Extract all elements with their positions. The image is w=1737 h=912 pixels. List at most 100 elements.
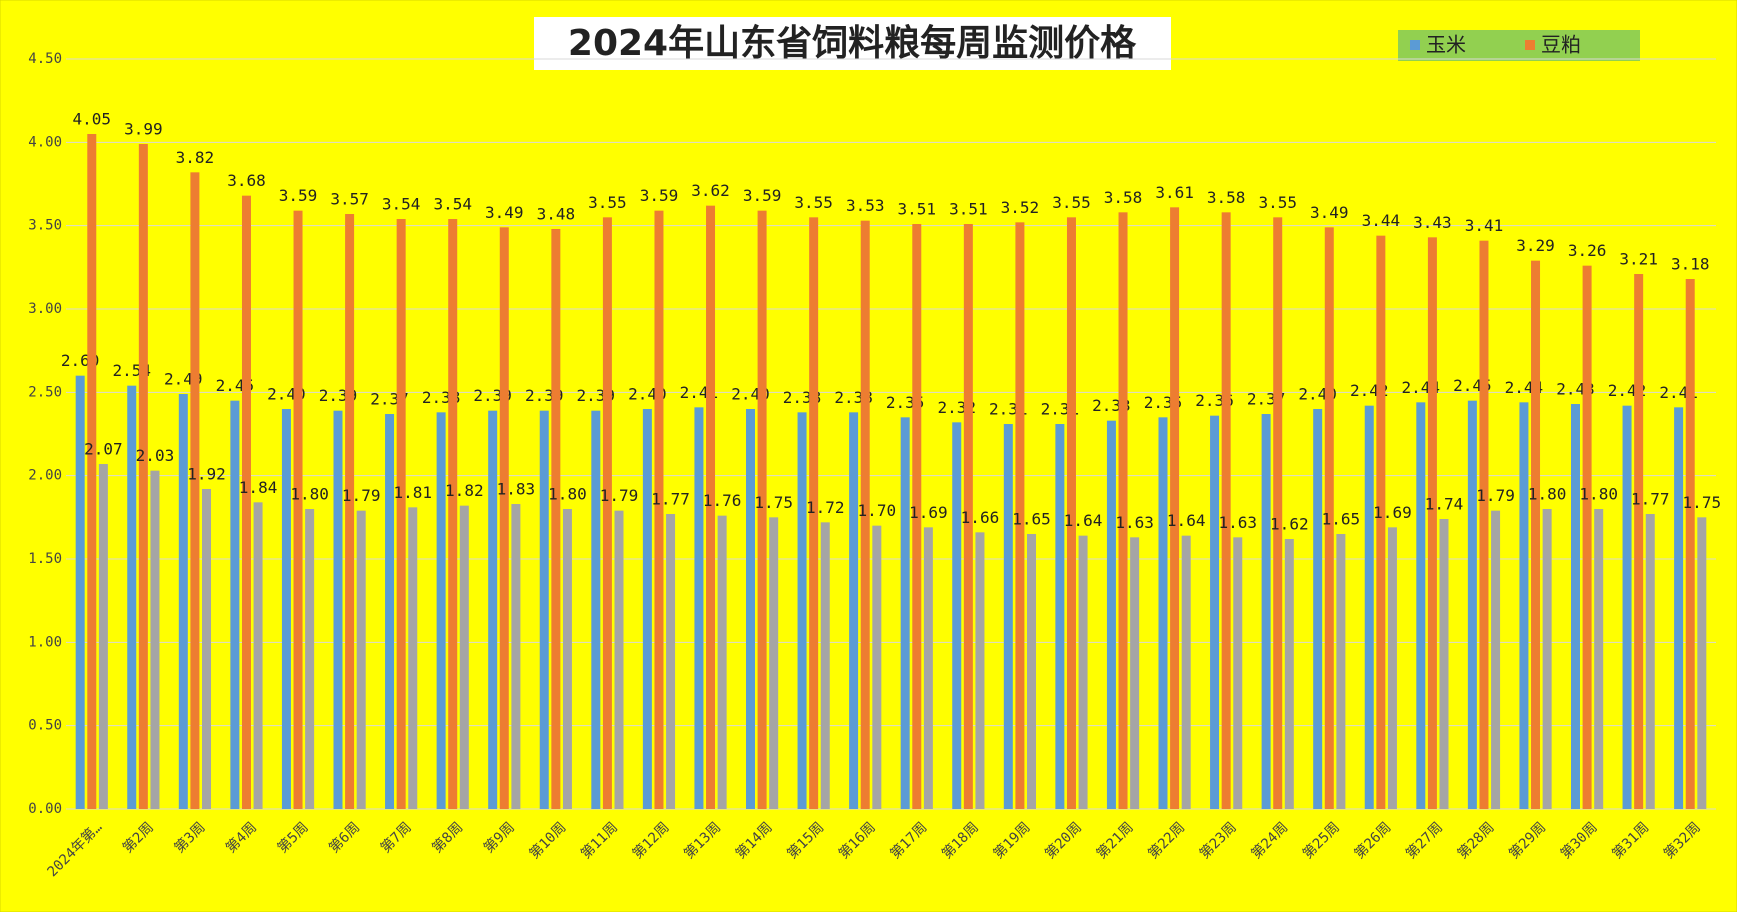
bar: [809, 217, 819, 810]
data-label: 1.64: [1167, 511, 1206, 530]
bar: [230, 400, 240, 809]
data-label: 3.43: [1413, 213, 1452, 232]
y-tick-label: 4.00: [28, 134, 62, 150]
data-label: 1.82: [445, 481, 484, 500]
data-label: 2.07: [84, 440, 123, 459]
bar: [539, 410, 549, 809]
data-label: 1.77: [1631, 490, 1670, 509]
data-label: 1.79: [1476, 486, 1515, 505]
bar: [1284, 539, 1294, 809]
bar: [1130, 537, 1140, 809]
bar: [1531, 260, 1541, 810]
bar: [356, 510, 366, 809]
bar: [1015, 222, 1025, 810]
bar: [1003, 424, 1013, 809]
data-label: 3.41: [1465, 216, 1504, 235]
bar: [1313, 409, 1323, 809]
legend-swatch: [1410, 40, 1420, 50]
bar: [459, 505, 469, 809]
bar: [1027, 534, 1037, 809]
bar: [642, 409, 652, 809]
y-tick-label: 0.50: [28, 718, 62, 734]
bar: [1078, 535, 1088, 809]
data-label: 1.63: [1115, 513, 1154, 532]
data-label: 1.81: [393, 483, 432, 502]
data-label: 1.77: [651, 490, 690, 509]
bar: [281, 409, 291, 809]
legend-label: 豆粕: [1541, 33, 1581, 57]
bar: [1261, 414, 1271, 809]
bar: [436, 412, 446, 809]
data-label: 1.79: [600, 486, 639, 505]
bar: [1233, 537, 1243, 809]
data-label: 1.62: [1270, 515, 1309, 534]
data-label: 2.03: [136, 446, 175, 465]
data-label: 3.55: [1052, 193, 1091, 212]
title-box: [534, 17, 1171, 70]
data-label: 1.80: [1579, 485, 1618, 504]
bar: [396, 219, 406, 809]
data-label: 3.55: [1258, 193, 1297, 212]
bar: [1542, 509, 1552, 809]
bar: [1697, 517, 1707, 809]
bar: [253, 502, 263, 809]
y-tick-label: 1.50: [28, 551, 62, 567]
bar: [1685, 279, 1695, 809]
y-tick-label: 4.50: [28, 51, 62, 67]
bar: [1055, 424, 1065, 809]
bar: [1491, 510, 1501, 809]
data-label: 3.54: [382, 195, 421, 214]
data-label: 3.61: [1155, 183, 1194, 202]
bar: [1416, 402, 1426, 809]
data-label: 1.64: [1064, 511, 1103, 530]
bar: [499, 227, 509, 810]
bar: [190, 172, 200, 810]
data-label: 3.68: [227, 171, 266, 190]
bar: [1181, 535, 1191, 809]
bar: [202, 489, 212, 809]
bar: [87, 134, 97, 809]
bar: [1439, 519, 1449, 809]
bar: [511, 504, 521, 809]
data-label: 4.05: [73, 110, 112, 129]
bar: [1570, 404, 1580, 809]
bar: [1387, 527, 1397, 809]
data-label: 1.63: [1218, 513, 1257, 532]
data-label: 3.21: [1619, 250, 1658, 269]
bar: [797, 412, 807, 809]
bar: [1467, 400, 1477, 809]
bar: [1376, 235, 1386, 809]
data-label: 1.84: [239, 478, 278, 497]
data-label: 1.69: [1373, 503, 1412, 522]
bar: [923, 527, 933, 809]
data-label: 1.76: [703, 491, 742, 510]
data-label: 1.80: [1528, 485, 1567, 504]
bar: [1519, 402, 1529, 809]
legend-box: [1398, 30, 1640, 61]
data-label: 3.55: [794, 193, 833, 212]
data-label: 3.49: [485, 203, 524, 222]
bar: [820, 522, 830, 809]
y-tick-label: 2.50: [28, 384, 62, 400]
data-label: 3.52: [1001, 198, 1040, 217]
data-label: 1.79: [342, 486, 381, 505]
data-label: 3.51: [949, 200, 988, 219]
data-label: 3.59: [743, 186, 782, 205]
data-label: 1.65: [1012, 510, 1051, 529]
bar: [963, 224, 973, 809]
bar: [488, 410, 498, 809]
data-label: 3.54: [433, 195, 472, 214]
bar: [849, 412, 859, 809]
bar: [1336, 534, 1346, 809]
data-label: 3.29: [1516, 236, 1555, 255]
data-label: 3.44: [1362, 211, 1401, 230]
bar: [872, 525, 882, 809]
bar: [1582, 265, 1592, 810]
bar: [1364, 405, 1374, 809]
data-label: 3.99: [124, 120, 163, 139]
bar: [717, 515, 727, 809]
bar: [178, 394, 188, 809]
bar: [654, 210, 664, 809]
bar: [757, 210, 767, 809]
bar: [745, 409, 755, 809]
